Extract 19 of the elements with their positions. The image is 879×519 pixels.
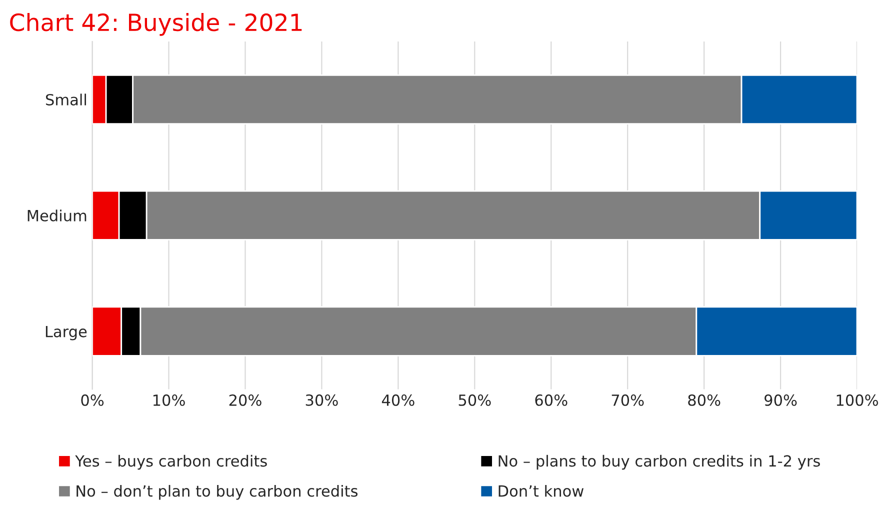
x-tick-label: 50%	[458, 394, 491, 406]
y-tick-label: Medium	[28, 210, 86, 222]
legend-label: Don’t know	[498, 484, 584, 497]
x-tick-label: 20%	[229, 394, 262, 406]
y-tick-label: Large	[46, 326, 87, 340]
chart-title: Chart 42: Buyside - 2021	[10, 12, 302, 36]
x-tick-label: 70%	[612, 394, 644, 406]
x-tick-label: 60%	[535, 394, 568, 406]
x-tick-label: 100%	[836, 394, 878, 406]
x-tick-label: 90%	[764, 394, 797, 406]
x-tick-label: 0%	[81, 394, 104, 406]
legend-label: No – plans to buy carbon credits in 1-2 yrs	[498, 454, 820, 470]
x-tick-label: 30%	[306, 394, 338, 406]
legend-label: No – don’t plan to buy carbon credits	[76, 484, 358, 500]
x-tick-label: 10%	[153, 394, 185, 406]
x-tick-label: 40%	[382, 394, 414, 406]
y-tick-label: Small	[46, 94, 86, 106]
legend-label: Yes – buys carbon credits	[75, 454, 267, 470]
x-tick-label: 80%	[688, 394, 720, 406]
